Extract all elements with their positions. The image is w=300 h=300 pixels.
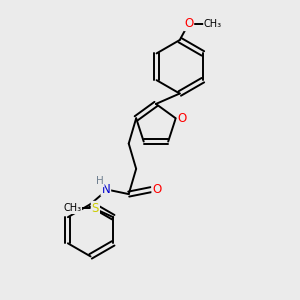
Text: O: O bbox=[184, 17, 193, 30]
Text: CH₃: CH₃ bbox=[63, 203, 81, 213]
Text: H: H bbox=[96, 176, 104, 186]
Text: N: N bbox=[101, 182, 110, 196]
Text: CH₃: CH₃ bbox=[204, 19, 222, 29]
Text: O: O bbox=[152, 183, 162, 196]
Text: O: O bbox=[178, 112, 187, 125]
Text: S: S bbox=[92, 202, 99, 215]
